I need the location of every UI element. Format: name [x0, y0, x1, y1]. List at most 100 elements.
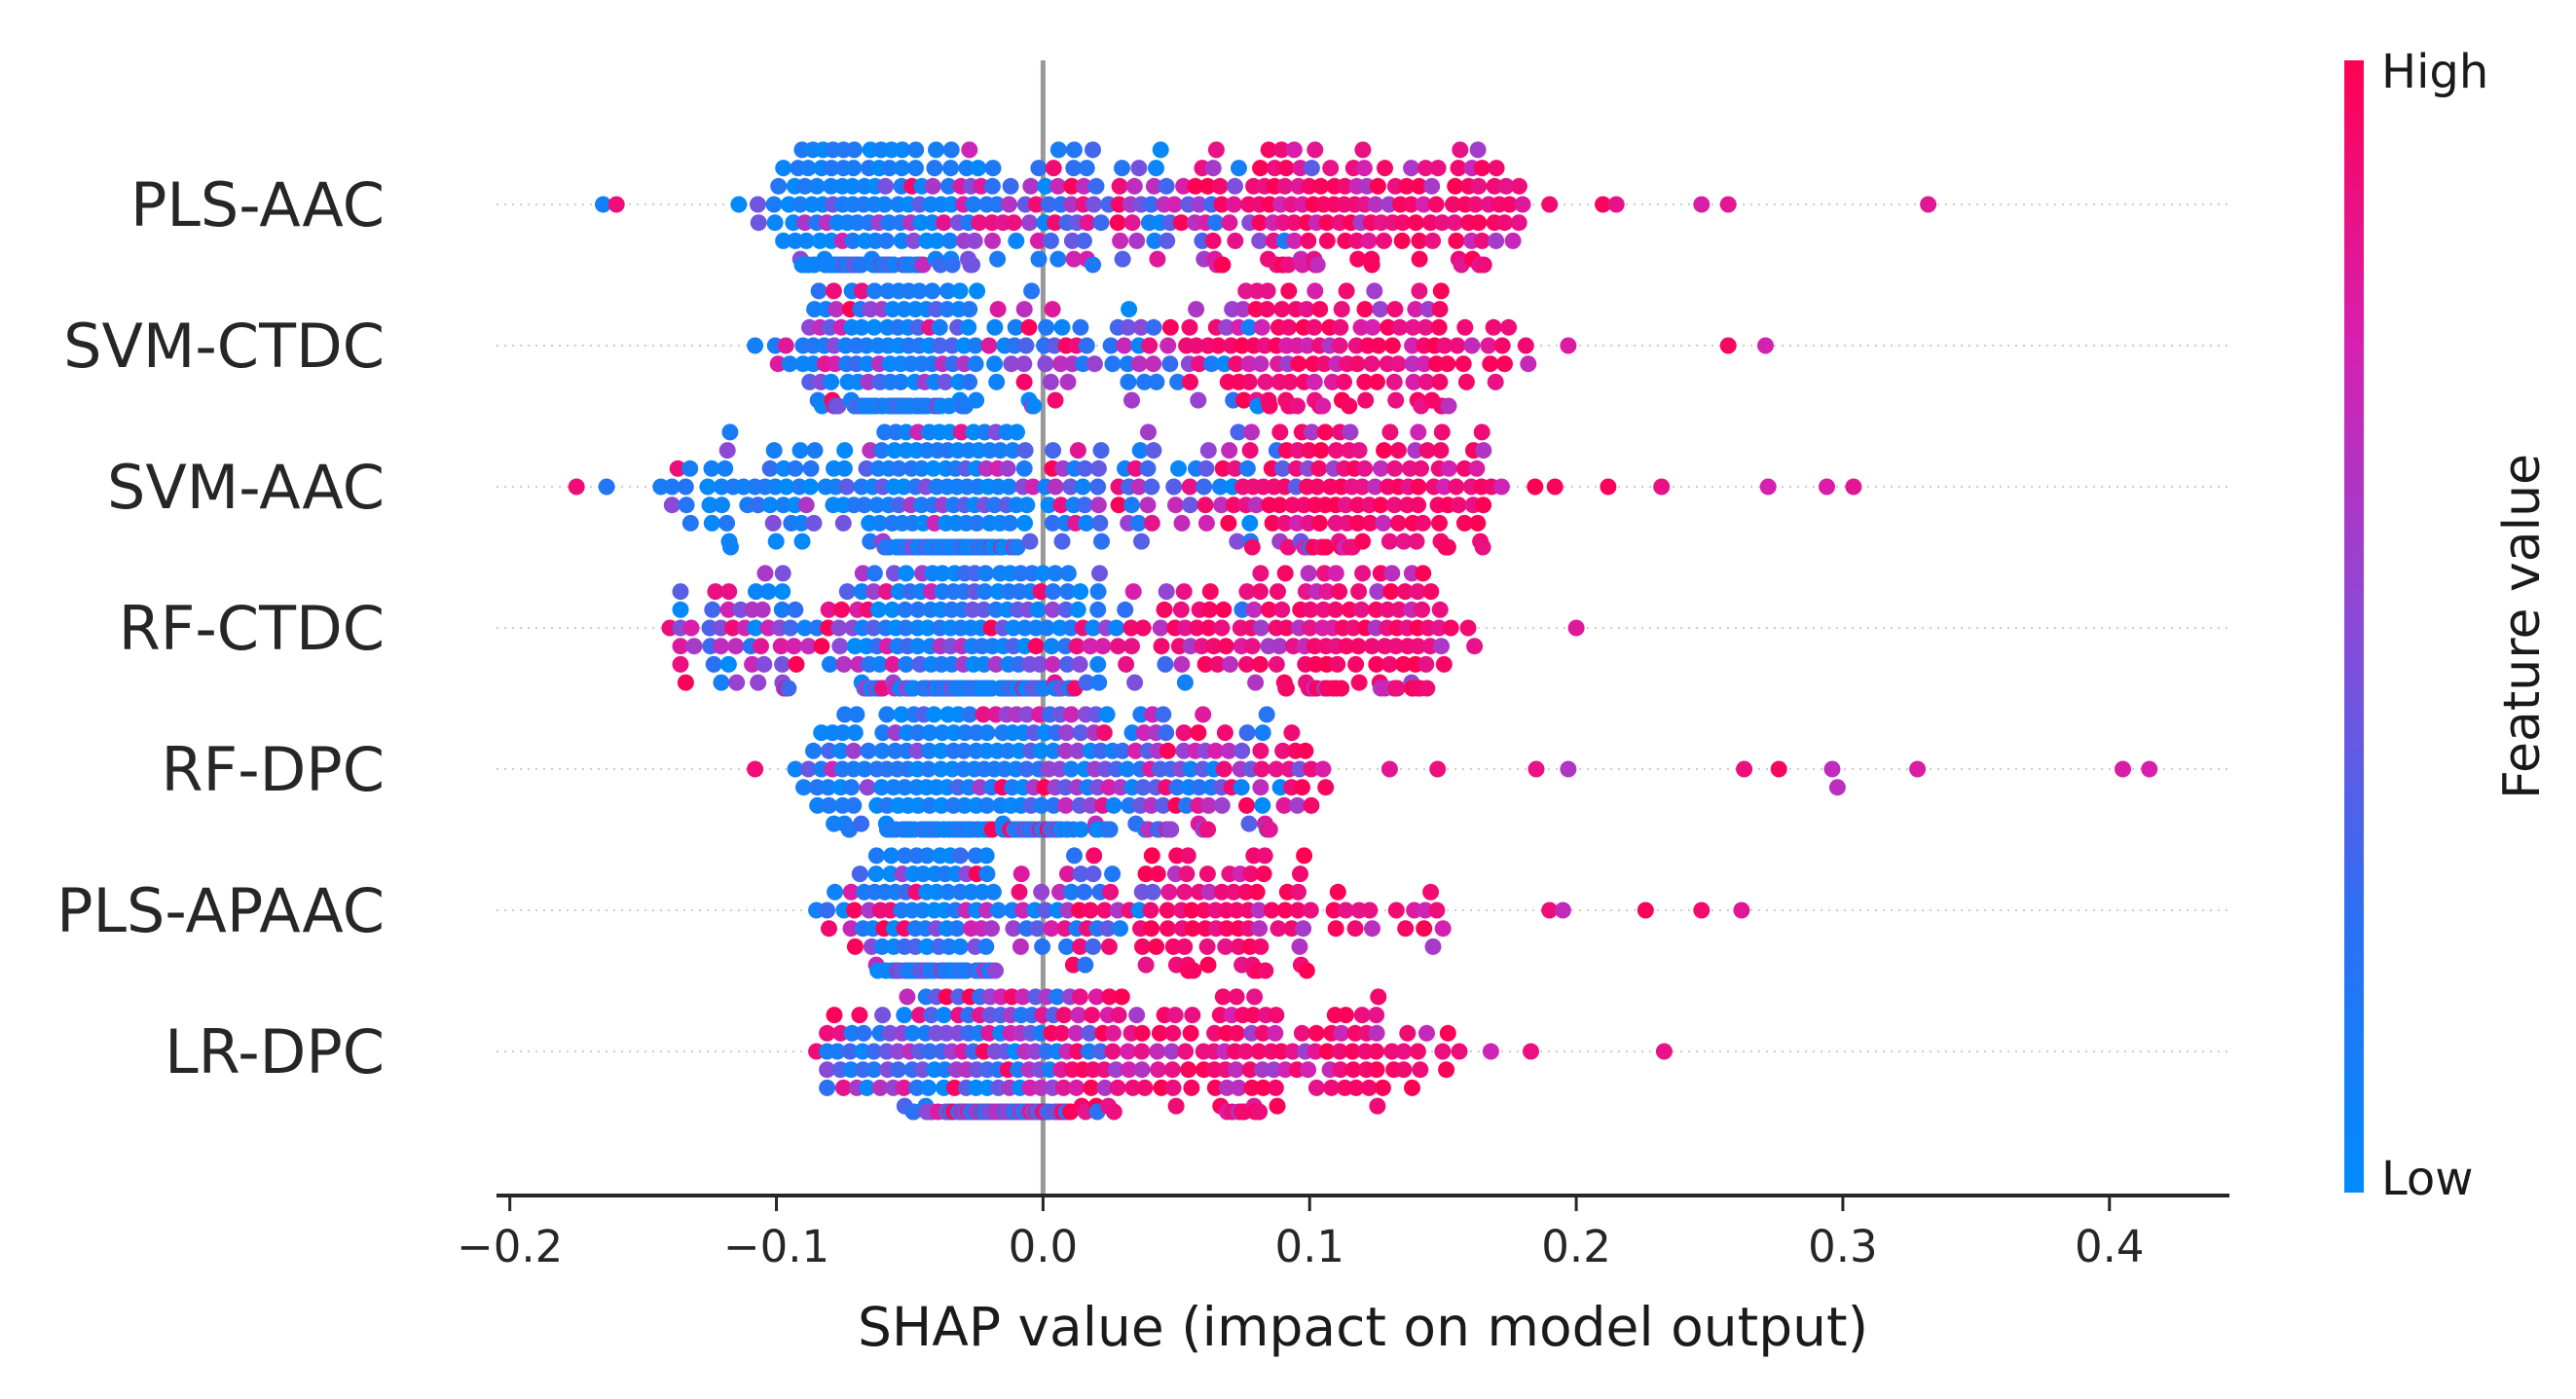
- shap-point: [713, 619, 729, 637]
- shap-point: [846, 141, 863, 159]
- shap-point: [1736, 760, 1753, 778]
- shap-point: [1255, 1079, 1271, 1096]
- shap-point: [942, 196, 960, 213]
- shap-point: [873, 779, 891, 796]
- shap-point: [1473, 423, 1490, 441]
- shap-point: [1213, 883, 1231, 901]
- shap-point: [1120, 1043, 1137, 1060]
- shap-point: [1369, 177, 1386, 195]
- shap-point: [719, 655, 737, 673]
- shap-point: [1770, 760, 1787, 778]
- shap-point: [1159, 920, 1176, 938]
- shap-point: [1137, 865, 1155, 883]
- shap-point: [853, 583, 870, 601]
- shap-point: [1257, 373, 1274, 390]
- shap-point: [1445, 196, 1461, 213]
- shap-point: [1410, 423, 1427, 441]
- shap-point: [1354, 565, 1372, 582]
- shap-point: [936, 1007, 952, 1024]
- shap-point: [1719, 196, 1737, 213]
- shap-point: [747, 619, 764, 637]
- shap-point: [1372, 460, 1389, 477]
- shap-point: [672, 583, 689, 601]
- shap-point: [1133, 1043, 1151, 1060]
- shap-point: [926, 514, 943, 532]
- shap-point: [1514, 196, 1531, 213]
- shap-point: [1352, 318, 1370, 336]
- shap-point: [1324, 373, 1341, 390]
- shap-point: [1045, 442, 1062, 460]
- shap-point: [744, 655, 761, 673]
- shap-point: [1431, 514, 1448, 532]
- shap-point: [1082, 638, 1099, 655]
- shap-point: [1381, 423, 1399, 441]
- shap-point: [1158, 583, 1175, 601]
- shap-point: [1757, 337, 1774, 354]
- shap-point: [1148, 938, 1165, 955]
- shap-point: [1245, 601, 1263, 618]
- shap-point: [1021, 214, 1038, 232]
- shap-point: [1152, 619, 1169, 637]
- shap-point: [1350, 583, 1368, 601]
- shap-point: [828, 1043, 846, 1060]
- shap-point: [1409, 1043, 1426, 1060]
- shap-point: [1254, 796, 1271, 814]
- shap-point: [1017, 337, 1035, 354]
- shap-point: [1496, 355, 1513, 373]
- shap-point: [1037, 355, 1054, 373]
- shap-point: [1149, 250, 1166, 268]
- shap-point: [1819, 478, 1835, 496]
- shap-point: [1105, 1103, 1122, 1121]
- shap-point: [1199, 177, 1216, 195]
- shap-point: [874, 1007, 892, 1024]
- shap-point: [1251, 583, 1269, 601]
- shap-point: [1428, 902, 1446, 919]
- shap-point: [846, 902, 864, 919]
- shap-point: [724, 619, 742, 637]
- shap-point: [1346, 920, 1364, 938]
- shap-point: [1176, 938, 1194, 955]
- shap-point: [1161, 355, 1179, 373]
- shap-point: [853, 282, 870, 300]
- colorbar-gradient: [2344, 60, 2364, 1193]
- shap-point: [854, 1043, 871, 1060]
- shap-point: [1466, 196, 1484, 213]
- shap-point: [663, 478, 681, 496]
- shap-point: [877, 583, 895, 601]
- shap-point: [1065, 250, 1083, 268]
- shap-point: [1110, 1007, 1127, 1024]
- x-tick-label: 0.2: [1541, 1221, 1611, 1272]
- shap-point: [1054, 460, 1072, 477]
- shap-point: [1251, 214, 1269, 232]
- shap-point: [1303, 760, 1320, 778]
- shap-point: [1541, 196, 1559, 213]
- shap-point: [838, 583, 856, 601]
- shap-point: [851, 1007, 868, 1024]
- shap-point: [1121, 301, 1138, 318]
- shap-point: [1086, 355, 1103, 373]
- shap-point: [1072, 583, 1089, 601]
- shap-point: [1316, 423, 1334, 441]
- shap-point: [703, 514, 720, 532]
- shap-point: [1349, 638, 1367, 655]
- shap-point: [669, 460, 686, 477]
- shap-point: [942, 141, 960, 159]
- shap-point: [851, 865, 868, 883]
- shap-point: [1215, 601, 1233, 618]
- shap-point: [1398, 177, 1416, 195]
- shap-point: [1429, 760, 1447, 778]
- shap-point: [1298, 301, 1315, 318]
- shap-point: [1349, 250, 1367, 268]
- shap-point: [1152, 141, 1169, 159]
- shap-point: [607, 196, 625, 213]
- shap-point: [2141, 760, 2158, 778]
- shap-point: [1207, 214, 1225, 232]
- shap-point: [1014, 988, 1032, 1006]
- shap-point: [1109, 1079, 1126, 1096]
- shap-point: [878, 706, 896, 723]
- shap-point: [1055, 1079, 1072, 1096]
- shap-point: [1527, 760, 1545, 778]
- shap-point: [1252, 355, 1270, 373]
- shap-point: [714, 497, 730, 514]
- shap-point: [1213, 196, 1231, 213]
